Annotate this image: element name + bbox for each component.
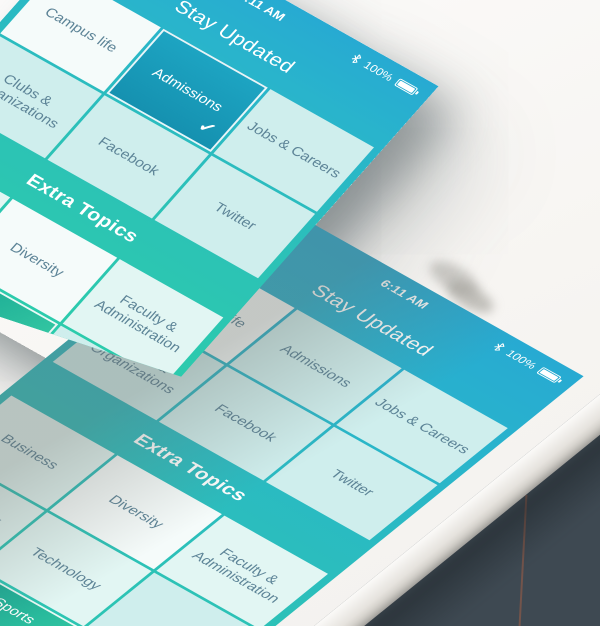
topic-cell-label: Sports bbox=[0, 595, 40, 626]
battery-percent: 100% bbox=[502, 347, 540, 372]
topic-cell-label: Campus life bbox=[41, 4, 121, 56]
topic-cell-label: Technology bbox=[26, 545, 106, 593]
topic-cell-label: Diversity bbox=[104, 492, 168, 532]
topic-cell-label: Diversity bbox=[6, 239, 68, 281]
bluetooth-icon bbox=[494, 343, 505, 351]
topic-cell-label: Facebook bbox=[210, 401, 281, 445]
topic-cell-label: Facebook bbox=[94, 134, 163, 179]
topic-cell-label: Jobs & Careers bbox=[371, 395, 474, 457]
topic-cell-label: Twitter bbox=[210, 199, 260, 234]
battery-icon bbox=[394, 78, 418, 95]
status-bar: 6:11 AM 100% bbox=[86, 0, 439, 111]
topic-cell-label: Twitter bbox=[326, 467, 378, 499]
checkmark-icon: ✓ bbox=[193, 116, 221, 140]
battery-icon bbox=[536, 366, 562, 384]
battery-percent: 100% bbox=[360, 58, 397, 84]
app-screen-floating: 6:11 AM 100% Stay Updated Campus life Admi… bbox=[0, 0, 439, 436]
topic-cell-label: Faculty & Administration bbox=[90, 292, 185, 356]
bluetooth-icon bbox=[349, 53, 363, 65]
topic-cell-label: Business bbox=[0, 431, 63, 472]
topic-cell-label: Admissions bbox=[276, 342, 356, 390]
topic-cell-label: Jobs & Careers bbox=[243, 118, 345, 182]
topic-cell-label: Admissions bbox=[148, 65, 227, 115]
